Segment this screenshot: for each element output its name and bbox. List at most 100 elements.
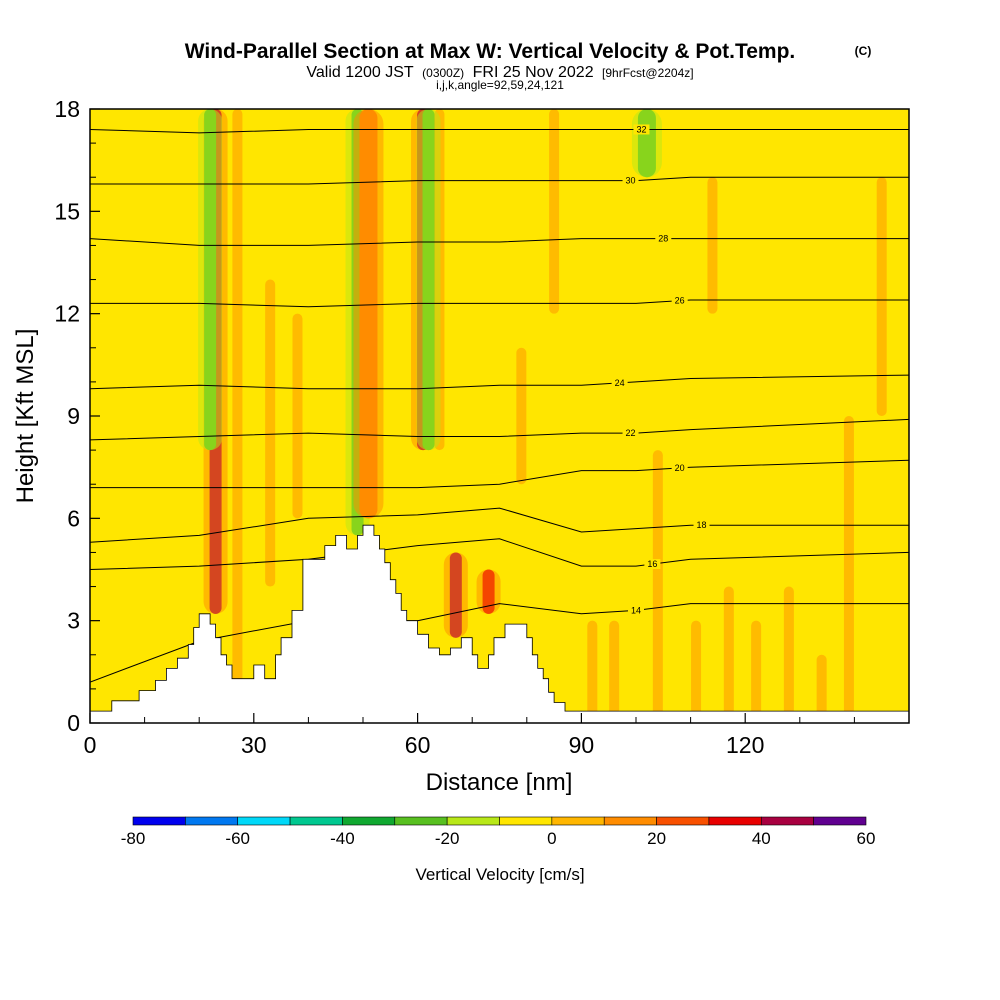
updraft-halo [476,569,501,614]
colorbar-bin [656,816,710,826]
colorbar-bin [499,816,553,826]
theta-contour-14 [90,603,909,683]
colorbar-bin [342,816,396,826]
theta-contour-28 [90,238,909,246]
y-tick-label: 9 [67,403,80,429]
colorbar-bin [603,816,657,826]
y-tick-label: 12 [54,301,80,327]
theta-contour-16 [90,538,909,570]
colorbar-tick-label: -20 [435,829,460,848]
terrain [90,525,909,723]
theta-contour-24 [90,374,909,390]
weak-updraft-cell [707,177,718,314]
weak-updraft-cell [609,620,620,723]
contour-label-30: 30 [626,176,636,186]
contour-label-16: 16 [647,559,657,569]
y-tick-label: 6 [67,505,80,531]
contour-label-18: 18 [697,520,707,530]
y-tick-label: 3 [67,608,80,634]
weak-updraft-cell [232,109,243,723]
colorbar-bin [551,816,605,826]
weak-updraft-cell [691,620,702,723]
chart-subtitle-indices: i,j,k,angle=92,59,24,121 [436,78,564,92]
colorbar-tick-label: 0 [547,829,556,848]
colorbar-bin [289,816,343,826]
chart-subtitle: Valid 1200 JST (0300Z) FRI 25 Nov 2022 [… [306,64,693,81]
weak-updraft-cell [265,279,276,587]
contour-label-bg [622,175,639,186]
x-tick-label: 120 [726,732,764,758]
colorbar-bin [446,816,500,826]
weak-updraft-cell [843,416,854,723]
weak-updraft-cell [723,586,734,723]
contour-label-bg [622,428,639,439]
x-axis-label: Distance [nm] [426,769,573,796]
updraft-halo [353,109,384,519]
subtitle-utc: (0300Z) [422,66,464,80]
weak-updraft-cell [549,109,560,314]
contour-label-bg [644,559,661,570]
colorbar-bin [394,816,448,826]
colorbar-tick-label: -40 [330,829,355,848]
updraft-halo [443,552,468,638]
weak-updraft-cell [292,313,303,519]
contour-label-bg [633,124,650,135]
contour-label-bg [628,605,644,616]
weak-updraft-cell [751,620,762,723]
colorbar-label: Vertical Velocity [cm/s] [415,865,584,884]
colorbar-bin [813,816,867,826]
colorbar: -80 -60 -40 -20 0 20 40 60 [121,816,876,848]
theta-contours: 14 16 18 20 22 24 26 28 30 32 [90,124,909,683]
chart-title: Wind-Parallel Section at Max W: Vertical… [185,40,796,63]
chart-title-units: (C) [855,44,872,58]
contour-label-22: 22 [626,428,636,438]
plot-area: 14 16 18 20 22 24 26 28 30 32 [90,109,909,723]
colorbar-bin [237,816,291,826]
subtitle-date: FRI 25 Nov 2022 [473,64,594,81]
downdraft-halo [416,109,441,451]
subtitle-forecast: [9hrFcst@2204z] [602,66,694,80]
weak-updraft-cell [652,450,663,723]
contour-label-bg [693,520,710,531]
colorbar-bin [708,816,762,826]
terrain-edge [90,524,909,712]
contour-label-bg [655,233,672,244]
downdraft-halo [631,109,662,178]
weak-updraft-cell [876,177,887,416]
contour-label-bg [671,462,688,473]
colorbar-bin [132,816,186,826]
y-axis-label: Height [Kft MSL] [12,329,39,504]
x-tick-label: 60 [405,732,431,758]
contour-label-bg [611,377,628,388]
contour-label-20: 20 [675,463,685,473]
contour-label-14: 14 [631,605,641,615]
theta-contour-22 [90,418,909,441]
theta-contour-32 [90,129,909,134]
contour-label-26: 26 [675,296,685,306]
colorbar-tick-label: 40 [752,829,771,848]
contour-label-28: 28 [658,234,668,244]
contour-label-24: 24 [615,378,625,388]
weak-updraft-cell [587,620,598,723]
contour-label-32: 32 [636,124,646,134]
colorbar-tick-label: -60 [225,829,250,848]
y-tick-label: 18 [54,96,80,122]
x-tick-label: 30 [241,732,267,758]
subtitle-valid: Valid 1200 JST [306,64,414,81]
contour-label-bg [671,295,688,306]
downdraft-halo [198,109,223,451]
theta-contour-18 [90,507,909,543]
colorbar-tick-label: 20 [647,829,666,848]
x-tick-label: 90 [569,732,595,758]
colorbar-tick-label: -80 [121,829,146,848]
weak-updraft-cell [816,654,827,723]
y-tick-label: 15 [54,198,80,224]
axes: 0 30 60 90 120 0 3 6 9 12 15 18 [54,96,855,758]
y-tick-label: 0 [67,710,80,736]
theta-contour-30 [90,176,909,185]
x-tick-label: 0 [84,732,97,758]
colorbar-bin [760,816,814,826]
colorbar-tick-label: 60 [857,829,876,848]
colorbar-bin [185,816,239,826]
